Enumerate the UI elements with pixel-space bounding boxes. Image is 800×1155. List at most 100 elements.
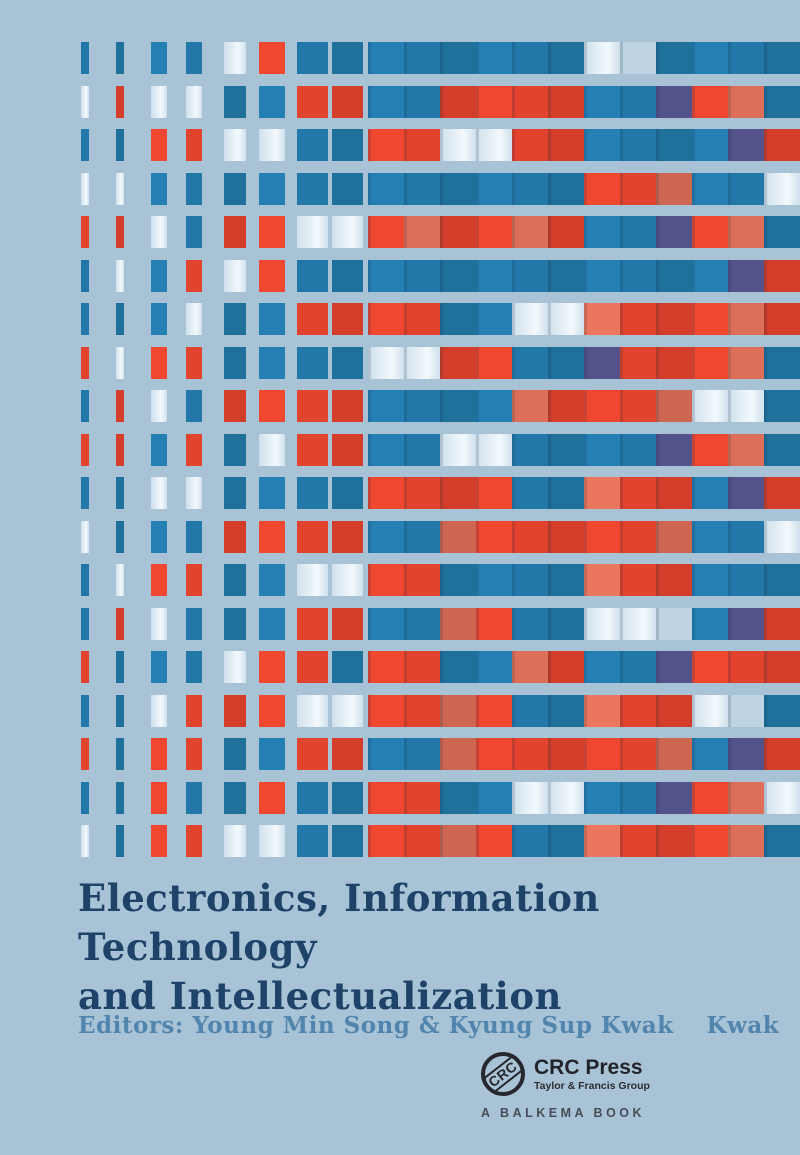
- mosaic-cell: [368, 129, 404, 161]
- mosaic-cell: [297, 564, 328, 596]
- mosaic-row: [0, 825, 800, 857]
- mosaic-cell: [584, 694, 620, 727]
- mosaic-cell: [476, 520, 512, 553]
- mosaic-cell: [440, 825, 476, 857]
- mosaic-cell: [332, 607, 363, 640]
- mosaic-cell: [151, 85, 167, 118]
- mosaic-row: [0, 346, 800, 379]
- mosaic-cell: [476, 42, 512, 74]
- mosaic-cell: [259, 825, 285, 857]
- mosaic-row: [0, 738, 800, 770]
- mosaic-cell: [186, 564, 202, 596]
- mosaic-cell: [81, 520, 89, 553]
- mosaic-cell: [224, 259, 246, 292]
- mosaic-cell: [332, 825, 363, 857]
- mosaic-cell: [368, 694, 404, 727]
- mosaic-cell: [476, 390, 512, 422]
- mosaic-cell: [656, 564, 692, 596]
- mosaic-cell: [440, 433, 476, 466]
- mosaic-cell: [692, 129, 728, 161]
- mosaic-cell: [692, 781, 728, 814]
- mosaic-cell: [116, 564, 124, 596]
- mosaic-cell: [368, 433, 404, 466]
- mosaic-cell: [404, 738, 440, 770]
- mosaic-row: [0, 390, 800, 422]
- mosaic-cell: [224, 172, 246, 205]
- mosaic-cell: [224, 477, 246, 509]
- publisher-names: CRC Press Taylor & Francis Group: [534, 1056, 650, 1093]
- mosaic-row: [0, 564, 800, 596]
- mosaic-cell: [224, 129, 246, 161]
- mosaic-cell: [548, 738, 584, 770]
- mosaic-row: [0, 42, 800, 74]
- mosaic-cell: [584, 85, 620, 118]
- mosaic-cell: [764, 607, 800, 640]
- mosaic-cell: [332, 694, 363, 727]
- mosaic-cell: [548, 216, 584, 248]
- mosaic-cell: [548, 781, 584, 814]
- mosaic-cell: [584, 346, 620, 379]
- mosaic-cell: [332, 85, 363, 118]
- crc-monogram: CRC: [483, 1056, 523, 1092]
- mosaic-cell: [332, 520, 363, 553]
- mosaic-cell: [224, 520, 246, 553]
- mosaic-cell: [548, 346, 584, 379]
- mosaic-cell: [81, 694, 89, 727]
- mosaic-cell: [656, 694, 692, 727]
- mosaic-cell: [440, 172, 476, 205]
- mosaic-cell: [404, 781, 440, 814]
- mosaic-cell: [440, 259, 476, 292]
- mosaic-cell: [368, 259, 404, 292]
- mosaic-cell: [548, 129, 584, 161]
- mosaic-cell: [297, 651, 328, 683]
- mosaic-cell: [476, 303, 512, 335]
- mosaic-cell: [332, 433, 363, 466]
- mosaic-cell: [584, 520, 620, 553]
- mosaic-cell: [81, 42, 89, 74]
- mosaic-cell: [620, 520, 656, 553]
- mosaic-cell: [692, 216, 728, 248]
- mosaic-cell: [297, 216, 328, 248]
- mosaic-row: [0, 259, 800, 292]
- mosaic-cell: [476, 129, 512, 161]
- mosaic-cell: [548, 564, 584, 596]
- mosaic-cell: [440, 477, 476, 509]
- mosaic-cell: [692, 303, 728, 335]
- mosaic-cell: [476, 346, 512, 379]
- mosaic-cell: [692, 825, 728, 857]
- mosaic-cell: [656, 42, 692, 74]
- mosaic-cell: [692, 433, 728, 466]
- mosaic-cell: [584, 172, 620, 205]
- publisher-block: CRC CRC Press Taylor & Francis Group A B…: [481, 1052, 650, 1120]
- mosaic-cell: [764, 346, 800, 379]
- mosaic-cell: [332, 477, 363, 509]
- mosaic-cell: [116, 303, 124, 335]
- mosaic-cell: [728, 172, 764, 205]
- mosaic-cell: [476, 433, 512, 466]
- mosaic-cell: [656, 172, 692, 205]
- mosaic-cell: [368, 825, 404, 857]
- mosaic-cell: [728, 303, 764, 335]
- mosaic-cell: [332, 259, 363, 292]
- mosaic-cell: [224, 303, 246, 335]
- mosaic-cell: [186, 477, 202, 509]
- mosaic-cell: [332, 172, 363, 205]
- mosaic-cell: [404, 433, 440, 466]
- mosaic-cell: [259, 738, 285, 770]
- mosaic-cell: [116, 172, 124, 205]
- mosaic-row: [0, 303, 800, 335]
- mosaic-cell: [548, 477, 584, 509]
- mosaic-cell: [512, 42, 548, 74]
- mosaic-cell: [476, 259, 512, 292]
- mosaic-row: [0, 85, 800, 118]
- mosaic-cell: [259, 42, 285, 74]
- mosaic-cell: [620, 259, 656, 292]
- mosaic-cell: [186, 346, 202, 379]
- mosaic-cell: [297, 85, 328, 118]
- mosaic-cell: [656, 390, 692, 422]
- mosaic-row: [0, 781, 800, 814]
- mosaic-cell: [440, 42, 476, 74]
- mosaic-cell: [186, 433, 202, 466]
- mosaic-cell: [151, 216, 167, 248]
- mosaic-cell: [764, 85, 800, 118]
